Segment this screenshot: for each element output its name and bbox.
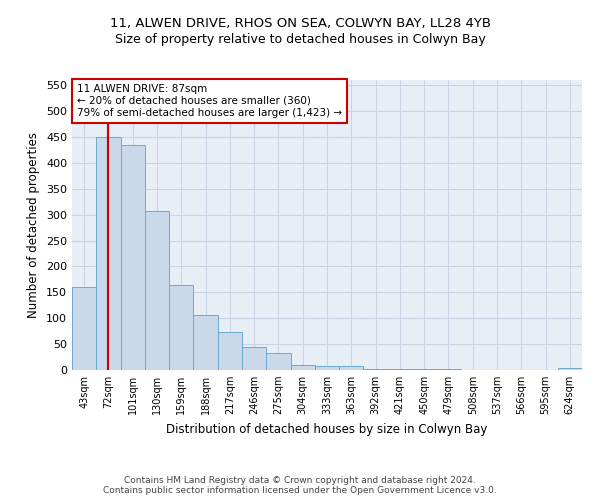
Bar: [364, 369, 388, 370]
Text: 11, ALWEN DRIVE, RHOS ON SEA, COLWYN BAY, LL28 4YB: 11, ALWEN DRIVE, RHOS ON SEA, COLWYN BAY…: [110, 18, 491, 30]
Bar: [242, 347, 266, 370]
Bar: [339, 366, 364, 370]
Bar: [145, 211, 169, 370]
Bar: [193, 315, 218, 370]
Bar: [388, 369, 412, 370]
X-axis label: Distribution of detached houses by size in Colwyn Bay: Distribution of detached houses by size …: [166, 422, 488, 436]
Bar: [558, 368, 582, 370]
Bar: [290, 365, 315, 370]
Bar: [96, 137, 121, 370]
Text: Size of property relative to detached houses in Colwyn Bay: Size of property relative to detached ho…: [115, 32, 485, 46]
Text: Contains HM Land Registry data © Crown copyright and database right 2024.: Contains HM Land Registry data © Crown c…: [124, 476, 476, 485]
Text: Contains public sector information licensed under the Open Government Licence v3: Contains public sector information licen…: [103, 486, 497, 495]
Y-axis label: Number of detached properties: Number of detached properties: [28, 132, 40, 318]
Text: 11 ALWEN DRIVE: 87sqm
← 20% of detached houses are smaller (360)
79% of semi-det: 11 ALWEN DRIVE: 87sqm ← 20% of detached …: [77, 84, 342, 117]
Bar: [169, 284, 193, 370]
Bar: [121, 144, 145, 370]
Bar: [218, 332, 242, 370]
Bar: [72, 287, 96, 370]
Bar: [266, 354, 290, 370]
Bar: [315, 366, 339, 370]
